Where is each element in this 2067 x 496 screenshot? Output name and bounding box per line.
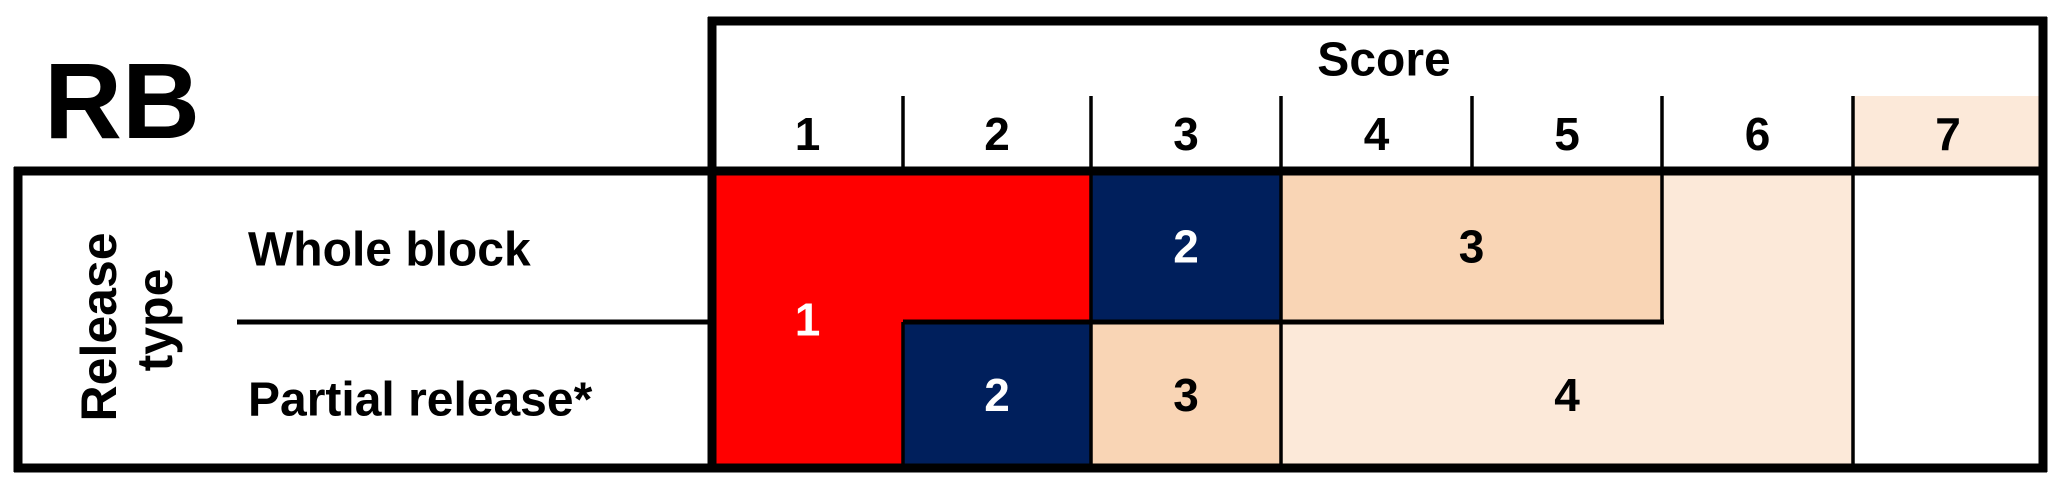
region-cell-partial	[1091, 322, 1281, 468]
row-group-label: Release type	[71, 219, 183, 422]
region-label: 1	[795, 294, 821, 346]
region-cell-partial	[1281, 322, 1853, 468]
region-cell-whole	[1091, 171, 1281, 322]
region-label: 2	[1173, 221, 1199, 273]
score-header-5: 5	[1554, 108, 1580, 160]
region-label: 3	[1459, 221, 1485, 273]
region-cell-whole	[712, 171, 1091, 322]
region-label: 2	[984, 369, 1010, 421]
panel-label: RB	[44, 40, 200, 161]
score-header-3: 3	[1173, 108, 1199, 160]
score-header-highlight	[1853, 96, 2043, 171]
score-header-6: 6	[1745, 108, 1771, 160]
score-header-1: 1	[795, 108, 821, 160]
grid-lines	[13, 16, 2048, 473]
score-header-4: 4	[1364, 108, 1390, 160]
row-group-label-line2: type	[127, 269, 183, 372]
region-label: 3	[1173, 369, 1199, 421]
region-cell-partial	[903, 322, 1091, 468]
row-label-partial-release: Partial release*	[248, 374, 593, 427]
region-cell-whole	[1281, 171, 1662, 322]
score-header-7: 7	[1935, 108, 1961, 160]
region-label: 4	[1554, 369, 1580, 421]
score-header-row: 1 2 3 4 5 6 7	[795, 96, 2043, 171]
score-cells: 1 2 3 2 3 4	[712, 171, 1853, 468]
row-group-label-line1: Release	[71, 232, 127, 421]
region-cell-whole	[1662, 171, 1853, 322]
score-title: Score	[1317, 34, 1450, 87]
row-label-whole-block: Whole block	[248, 224, 531, 277]
region-cell-partial	[712, 322, 903, 468]
score-header-2: 2	[984, 108, 1010, 160]
